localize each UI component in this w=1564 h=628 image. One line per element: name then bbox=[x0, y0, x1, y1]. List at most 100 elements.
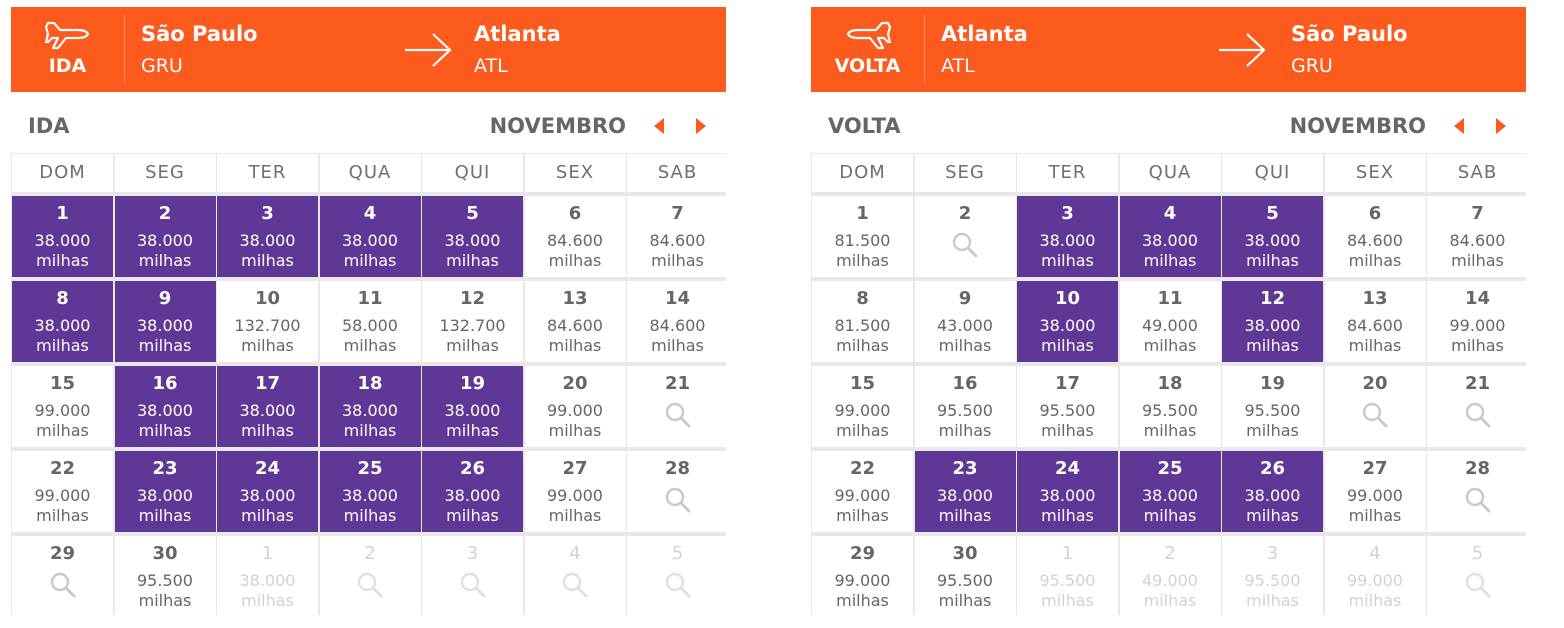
day-number: 9 bbox=[158, 288, 172, 309]
calendar-day[interactable]: 9 38.000 milhas bbox=[114, 281, 216, 362]
day-number: 23 bbox=[952, 458, 978, 479]
calendar-day[interactable]: 20 bbox=[1324, 366, 1426, 447]
prev-month-button[interactable] bbox=[1452, 117, 1466, 135]
price-unit: milhas bbox=[1041, 251, 1094, 270]
calendar-day[interactable]: 22 99.000 milhas bbox=[812, 451, 913, 532]
day-number: 15 bbox=[49, 373, 76, 394]
calendar-day[interactable]: 4 38.000 milhas bbox=[319, 196, 421, 277]
calendar-day[interactable]: 3 38.000 milhas bbox=[1017, 196, 1118, 277]
search-icon bbox=[50, 572, 75, 598]
calendar-day[interactable]: 1 81.500 milhas bbox=[812, 196, 913, 277]
weekday-header: DOM bbox=[12, 154, 113, 192]
calendar-day[interactable]: 16 95.500 milhas bbox=[914, 366, 1016, 447]
price-unit: milhas bbox=[651, 336, 704, 355]
calendar-day[interactable]: 30 95.500 milhas bbox=[114, 536, 216, 617]
calendar-day[interactable]: 1 38.000 milhas bbox=[12, 196, 113, 277]
calendar-day[interactable]: 10 132.700 milhas bbox=[217, 281, 318, 362]
price-value: 38.000 bbox=[34, 231, 91, 250]
calendar-day[interactable]: 23 38.000 milhas bbox=[114, 451, 216, 532]
destination-city: São Paulo bbox=[1291, 22, 1408, 46]
calendar-day[interactable]: 13 84.600 milhas bbox=[524, 281, 626, 362]
calendar-day[interactable]: 4 38.000 milhas bbox=[1119, 196, 1221, 277]
day-number: 25 bbox=[1157, 458, 1183, 479]
calendar-day[interactable]: 15 99.000 milhas bbox=[12, 366, 113, 447]
price-value: 38.000 bbox=[342, 231, 398, 250]
origin-city: Atlanta bbox=[941, 22, 1028, 46]
calendar-day[interactable]: 5 38.000 milhas bbox=[422, 196, 523, 277]
calendar-day[interactable]: 27 99.000 milhas bbox=[524, 451, 626, 532]
calendar-day[interactable]: 13 84.600 milhas bbox=[1324, 281, 1426, 362]
calendar-day[interactable]: 24 38.000 milhas bbox=[217, 451, 318, 532]
calendar-day[interactable]: 26 38.000 milhas bbox=[1222, 451, 1323, 532]
calendar-day: 4 bbox=[524, 536, 626, 617]
caret-left-icon bbox=[654, 118, 664, 134]
day-number: 1 bbox=[856, 203, 869, 224]
calendar-day[interactable]: 30 95.500 milhas bbox=[914, 536, 1016, 617]
prev-month-button[interactable] bbox=[652, 117, 666, 135]
calendar-day[interactable]: 10 38.000 milhas bbox=[1017, 281, 1118, 362]
calendar-day[interactable]: 24 38.000 milhas bbox=[1017, 451, 1118, 532]
calendar-day[interactable]: 6 84.600 milhas bbox=[524, 196, 626, 277]
calendar-day[interactable]: 7 84.600 milhas bbox=[1427, 196, 1528, 277]
price-unit: milhas bbox=[1246, 336, 1299, 355]
weekday-header: QUI bbox=[1222, 154, 1323, 192]
calendar-day[interactable]: 25 38.000 milhas bbox=[1119, 451, 1221, 532]
calendar-day[interactable]: 28 bbox=[1427, 451, 1528, 532]
calendar-day[interactable]: 27 99.000 milhas bbox=[1324, 451, 1426, 532]
price-value: 38.000 bbox=[1142, 231, 1198, 250]
calendar-day[interactable]: 19 38.000 milhas bbox=[422, 366, 523, 447]
calendar-day[interactable]: 14 99.000 milhas bbox=[1427, 281, 1528, 362]
next-month-button[interactable] bbox=[1494, 117, 1508, 135]
calendar-day[interactable]: 29 99.000 milhas bbox=[812, 536, 913, 617]
calendar-day[interactable]: 17 95.500 milhas bbox=[1017, 366, 1118, 447]
calendar-day: 1 38.000 milhas bbox=[217, 536, 318, 617]
calendar-day[interactable]: 14 84.600 milhas bbox=[627, 281, 728, 362]
calendar-day[interactable]: 25 38.000 milhas bbox=[319, 451, 421, 532]
calendar-day[interactable]: 18 38.000 milhas bbox=[319, 366, 421, 447]
calendar-day[interactable]: 28 bbox=[627, 451, 728, 532]
calendar-day[interactable]: 9 43.000 milhas bbox=[914, 281, 1016, 362]
calendar-day[interactable]: 11 58.000 milhas bbox=[319, 281, 421, 362]
calendar-day[interactable]: 21 bbox=[1427, 366, 1528, 447]
calendar-grid: DOM SEG TER QUA QUI SEX SAB 1 81.500 milhas 2 3 38.0… bbox=[811, 153, 1528, 617]
origin-code: GRU bbox=[141, 55, 183, 77]
price-unit: milhas bbox=[836, 251, 889, 270]
search-icon bbox=[665, 487, 690, 513]
calendar-day[interactable]: 19 95.500 milhas bbox=[1222, 366, 1323, 447]
price-unit: milhas bbox=[446, 336, 499, 355]
calendar-day[interactable]: 26 38.000 milhas bbox=[422, 451, 523, 532]
calendar-day[interactable]: 11 49.000 milhas bbox=[1119, 281, 1221, 362]
calendar-day[interactable]: 23 38.000 milhas bbox=[914, 451, 1016, 532]
day-number: 3 bbox=[261, 203, 274, 224]
calendar-day[interactable]: 20 99.000 milhas bbox=[524, 366, 626, 447]
calendar-day[interactable]: 2 38.000 milhas bbox=[114, 196, 216, 277]
price-value: 132.700 bbox=[439, 316, 506, 335]
destination: São Paulo GRU bbox=[1291, 21, 1408, 79]
calendar-day[interactable]: 29 bbox=[12, 536, 113, 617]
search-icon bbox=[665, 572, 690, 598]
calendar-day[interactable]: 3 38.000 milhas bbox=[217, 196, 318, 277]
calendar-day[interactable]: 16 38.000 milhas bbox=[114, 366, 216, 447]
calendar-day[interactable]: 8 38.000 milhas bbox=[12, 281, 113, 362]
calendar-day[interactable]: 15 99.000 milhas bbox=[812, 366, 913, 447]
calendar-day[interactable]: 2 bbox=[914, 196, 1016, 277]
calendar-day[interactable]: 12 132.700 milhas bbox=[422, 281, 523, 362]
price-unit: milhas bbox=[548, 506, 602, 525]
calendar-day[interactable]: 12 38.000 milhas bbox=[1222, 281, 1323, 362]
calendar-day[interactable]: 21 bbox=[627, 366, 728, 447]
price-unit: milhas bbox=[1143, 506, 1197, 525]
calendar-day: 2 49.000 milhas bbox=[1119, 536, 1221, 617]
next-month-button[interactable] bbox=[694, 117, 708, 135]
calendar-day[interactable]: 7 84.600 milhas bbox=[627, 196, 728, 277]
day-number: 13 bbox=[562, 288, 588, 309]
calendar-day[interactable]: 22 99.000 milhas bbox=[12, 451, 113, 532]
calendar-day[interactable]: 18 95.500 milhas bbox=[1119, 366, 1221, 447]
weekday-header: QUA bbox=[319, 154, 421, 192]
calendar-day[interactable]: 5 38.000 milhas bbox=[1222, 196, 1323, 277]
price-value: 38.000 bbox=[937, 486, 993, 505]
calendar-day[interactable]: 8 81.500 milhas bbox=[812, 281, 913, 362]
search-icon bbox=[1362, 402, 1388, 428]
calendar-day[interactable]: 6 84.600 milhas bbox=[1324, 196, 1426, 277]
calendar-day: 2 bbox=[319, 536, 421, 617]
calendar-day[interactable]: 17 38.000 milhas bbox=[217, 366, 318, 447]
